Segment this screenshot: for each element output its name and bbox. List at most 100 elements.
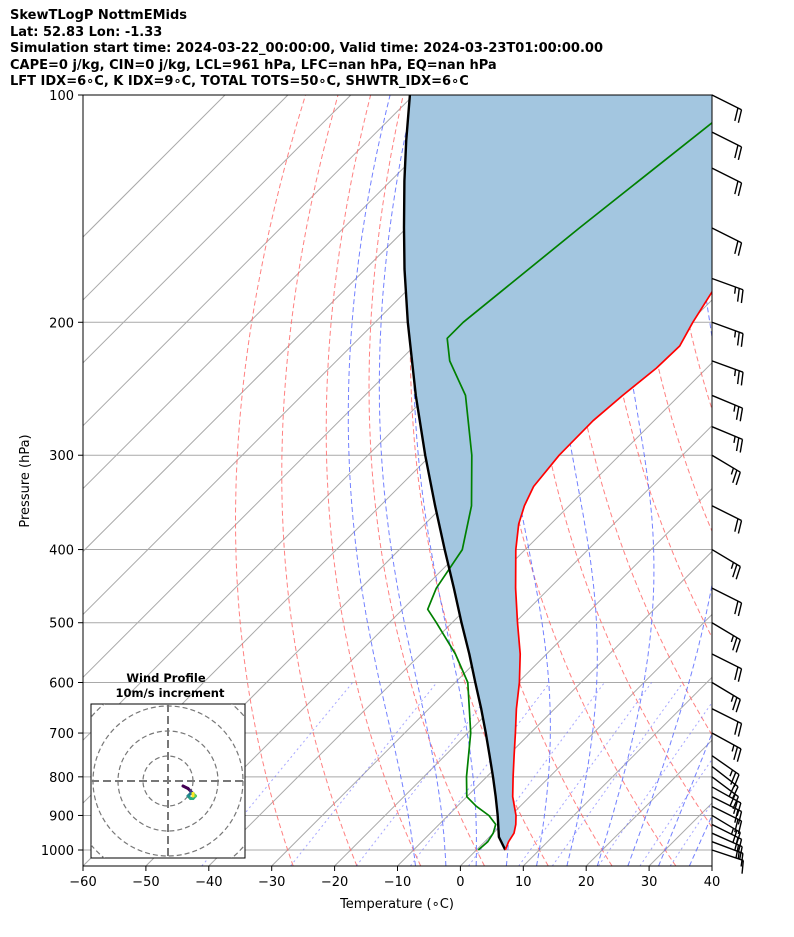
x-axis-label: Temperature (∘C) [339, 897, 454, 912]
wind-barb-shaft [711, 277, 744, 291]
dry-adiabat-line [281, 95, 358, 866]
moist-adiabat-line [548, 95, 598, 866]
moist-adiabat-line [658, 731, 712, 866]
wind-barb-flag [737, 668, 743, 682]
cape-line: CAPE=0 j/kg, CIN=0 j/kg, LCL=961 hPa, LF… [10, 57, 497, 73]
wind-barb-shaft [711, 454, 741, 473]
wind-barb-flag [737, 520, 743, 534]
wind-barb-shaft [711, 394, 743, 409]
dry-adiabat-line [596, 95, 712, 639]
wind-barb-shaft [711, 732, 742, 750]
wind-barb-flag [736, 288, 740, 302]
wind-barb [711, 653, 743, 682]
wind-barb-shaft [711, 823, 742, 840]
wind-barb-flag [737, 182, 743, 197]
moist-adiabat-line [412, 95, 477, 866]
isotherm-line [208, 362, 712, 866]
wind-barb-shaft [711, 681, 741, 701]
wind-barb-flag [736, 748, 742, 762]
wind-barb-half-flag [733, 436, 736, 444]
parcel-profile-line [402, 95, 507, 851]
wind-barb-half-flag [733, 369, 737, 377]
wind-barb [711, 454, 741, 486]
wind-barb-flag [741, 860, 745, 874]
wind-barb-flag [733, 774, 740, 788]
x-tick-label: −40 [195, 875, 222, 890]
y-tick-label: 500 [49, 617, 74, 632]
axes: −60 −50 −40 −30 −20 −10 0 10 20 30 40 1000 900 800 700… [41, 89, 720, 890]
y-tick-label: 600 [49, 677, 74, 692]
y-tick-label: 100 [49, 89, 74, 104]
x-tick-label: −10 [384, 875, 411, 890]
wind-barb [711, 505, 743, 534]
wind-barb-flag [735, 437, 740, 452]
wind-barb-flag [737, 723, 743, 737]
cape-cin-shading [404, 95, 712, 850]
wind-barb [711, 823, 743, 853]
moist-adiabat-line [347, 95, 416, 866]
wind-barb-shaft [711, 360, 744, 373]
wind-barb-shaft [711, 653, 742, 670]
isotherm-line [83, 95, 415, 427]
wind-barb-flag [734, 600, 739, 615]
y-tick-label: 300 [49, 449, 74, 464]
y-tick-label: 700 [49, 727, 74, 742]
wind-barb [711, 755, 740, 788]
x-tick-label: 20 [578, 875, 595, 890]
wind-barb-half-flag [733, 286, 737, 294]
wind-barb-shaft [711, 167, 742, 184]
mixing-ratio-line [639, 758, 712, 866]
wind-barb-shaft [711, 708, 742, 725]
wind-barb-half-flag [729, 769, 734, 777]
mixing-ratio-line [468, 682, 605, 866]
isotherm-line [83, 95, 477, 490]
wind-barb-half-flag [731, 744, 735, 752]
x-tick-label: 0 [456, 875, 464, 890]
wind-barb [711, 277, 744, 304]
wind-barb-shaft [711, 505, 742, 522]
wind-barb-flag [730, 772, 737, 785]
wind-barb-flag [737, 602, 743, 617]
wind-barb-flag [732, 697, 738, 711]
wind-barb-half-flag [733, 330, 737, 338]
cape-cin-area [404, 95, 712, 850]
x-tick-label: −20 [321, 875, 348, 890]
wind-barb [711, 708, 743, 737]
hodograph-plot [91, 704, 245, 858]
wind-barb [711, 227, 743, 256]
dry-adiabat-line [235, 95, 306, 866]
y-tick-label: 900 [49, 809, 74, 824]
mixing-ratio-line [669, 802, 712, 866]
wind-barb-flag [734, 721, 739, 735]
wind-barb-flag [734, 180, 739, 195]
wind-barb-half-flag [730, 467, 735, 475]
wind-barb-half-flag [737, 851, 740, 859]
wind-barb-flag [734, 666, 739, 681]
wind-barb-flag [740, 333, 744, 347]
isotherm-line [83, 95, 289, 301]
mixing-ratio-line [355, 682, 500, 866]
wind-barb-flag [737, 820, 743, 835]
temperature-profile-line [504, 290, 712, 851]
wind-barb-flag [734, 809, 739, 823]
wind-barb-half-flag [730, 562, 735, 569]
isotherm-line [271, 424, 712, 866]
mixing-ratio-line [597, 701, 712, 866]
wind-barb-shaft [711, 849, 744, 862]
wind-barb-shaft [711, 755, 740, 776]
wind-barb-half-flag [730, 695, 735, 702]
y-tick-label: 800 [49, 771, 74, 786]
wind-barb-half-flag [733, 404, 736, 412]
mixing-ratio-line [518, 682, 653, 866]
wind-barb-flag [733, 746, 739, 760]
wind-barb-flag [732, 830, 738, 844]
wind-barb-flag [735, 639, 741, 653]
wind-barb [711, 805, 743, 835]
wind-barb-flag [732, 800, 739, 815]
isotherm-line [522, 676, 712, 866]
x-tick-label: 40 [704, 875, 721, 890]
wind-barb-shaft [711, 765, 739, 788]
wind-barb-flag [734, 518, 739, 532]
wind-barb [711, 167, 743, 197]
